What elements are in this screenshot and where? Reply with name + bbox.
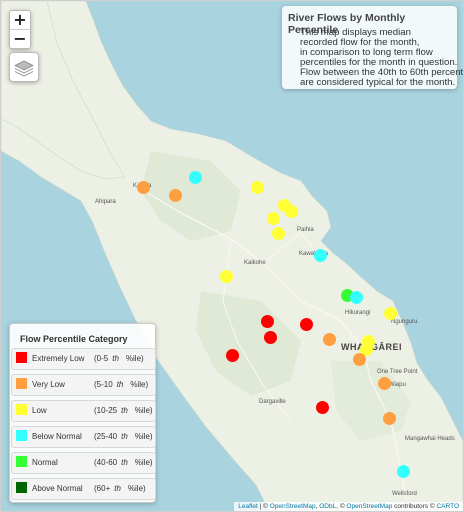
info-text-line: percentiles for the month in question. (300, 57, 458, 68)
leaflet-link[interactable]: Leaflet (238, 503, 258, 510)
zoom-in-button[interactable]: + (10, 11, 30, 30)
info-text-line: This map displays median (300, 27, 411, 38)
gauge-site-marker[interactable] (377, 376, 391, 390)
gauge-site-marker[interactable] (250, 180, 264, 194)
legend-range: (60+ th %ile) (94, 484, 146, 493)
gauge-site-marker[interactable] (168, 188, 182, 202)
place-label: Mangawhai Heads (405, 436, 455, 442)
legend-label: Normal (32, 458, 58, 467)
carto-link[interactable]: CARTO (436, 503, 459, 510)
gauge-site-marker[interactable] (359, 342, 373, 356)
forest-area (196, 291, 301, 396)
place-label: Waipu (389, 382, 406, 388)
legend-label: Above Normal (32, 484, 83, 493)
place-label: Paihia (297, 227, 314, 233)
forest-area (141, 151, 241, 241)
gauge-site-marker[interactable] (225, 348, 239, 362)
info-text-line: are considered typical for the month. (300, 77, 456, 88)
gauge-site-marker[interactable] (299, 317, 313, 331)
legend-swatch (16, 482, 27, 493)
legend-title: Flow Percentile Category (20, 334, 128, 344)
place-label: Kaikohe (244, 260, 266, 266)
gauge-site-marker[interactable] (352, 352, 366, 366)
place-label: Dargaville (259, 399, 286, 405)
gauge-site-marker[interactable] (349, 290, 363, 304)
gauge-site-marker[interactable] (271, 226, 285, 240)
gauge-site-marker[interactable] (188, 170, 202, 184)
legend-label: Low (32, 406, 47, 415)
legend-swatch (16, 404, 27, 415)
legend-swatch (16, 430, 27, 441)
gauge-site-marker[interactable] (263, 330, 277, 344)
place-label: One Tree Point (377, 369, 418, 375)
legend-item-normal: Normal (40-60 th %ile) (11, 452, 156, 474)
land-western-strip (1, 1, 126, 180)
gauge-site-marker[interactable] (284, 204, 298, 218)
legend-range: (0-5 th %ile) (94, 354, 144, 363)
odbl-link[interactable]: ODbL (319, 503, 337, 510)
legend-label: Very Low (32, 380, 65, 389)
legend-label: Below Normal (32, 432, 82, 441)
place-label: Hikurangi (345, 310, 371, 316)
info-panel: River Flows by Monthly Percentile This m… (282, 6, 463, 89)
legend-item-low: Low (10-25 th %ile) (11, 400, 156, 422)
gauge-site-marker[interactable] (382, 411, 396, 425)
legend-range: (40-60 th %ile) (94, 458, 153, 467)
legend-swatch (16, 378, 27, 389)
legend-item-extremely-low: Extremely Low (0-5 th %ile) (11, 348, 156, 370)
osm-link[interactable]: OpenStreetMap (269, 503, 316, 510)
legend-swatch (16, 456, 27, 467)
zoom-control: + − (9, 10, 31, 49)
legend-item-very-low: Very Low (5-10 th %ile) (11, 374, 156, 396)
gauge-site-marker[interactable] (219, 269, 233, 283)
place-label: Ngunguru (391, 319, 418, 325)
gauge-site-marker[interactable] (136, 180, 150, 194)
legend-panel: Flow Percentile Category Extremely Low (… (9, 323, 156, 503)
osm-contributors-link[interactable]: OpenStreetMap (346, 503, 393, 510)
legend-label: Extremely Low (32, 354, 85, 363)
gauge-site-marker[interactable] (260, 314, 274, 328)
info-text-line: in comparison to long term flow (300, 47, 433, 58)
gauge-site-marker[interactable] (315, 400, 329, 414)
map-attribution: Leaflet | © OpenStreetMap, ODbL, © OpenS… (234, 502, 463, 511)
legend-swatch (16, 352, 27, 363)
gauge-site-marker[interactable] (396, 464, 410, 478)
legend-item-below-normal: Below Normal (25-40 th %ile) (11, 426, 156, 448)
info-text-line: Flow between the 40th to 60th percentile… (300, 67, 464, 78)
legend-range: (5-10 th %ile) (94, 380, 149, 389)
legend-range: (10-25 th %ile) (94, 406, 153, 415)
info-title: River Flows by Monthly Percentile (288, 12, 406, 36)
info-text-line: recorded flow for the month, (300, 37, 420, 48)
road (262, 232, 320, 264)
layers-button[interactable] (9, 52, 39, 82)
place-label: Wellsford (392, 491, 417, 497)
gauge-site-marker[interactable] (322, 332, 336, 346)
gauge-site-marker[interactable] (383, 306, 397, 320)
gauge-site-marker[interactable] (313, 248, 327, 262)
road (140, 188, 407, 502)
place-label: Ahipara (95, 199, 116, 205)
zoom-out-button[interactable]: − (13, 29, 27, 48)
gauge-site-marker[interactable] (266, 211, 280, 225)
layers-icon (14, 60, 34, 77)
legend-range: (25-40 th %ile) (94, 432, 153, 441)
legend-item-above-normal: Above Normal (60+ th %ile) (11, 478, 156, 500)
